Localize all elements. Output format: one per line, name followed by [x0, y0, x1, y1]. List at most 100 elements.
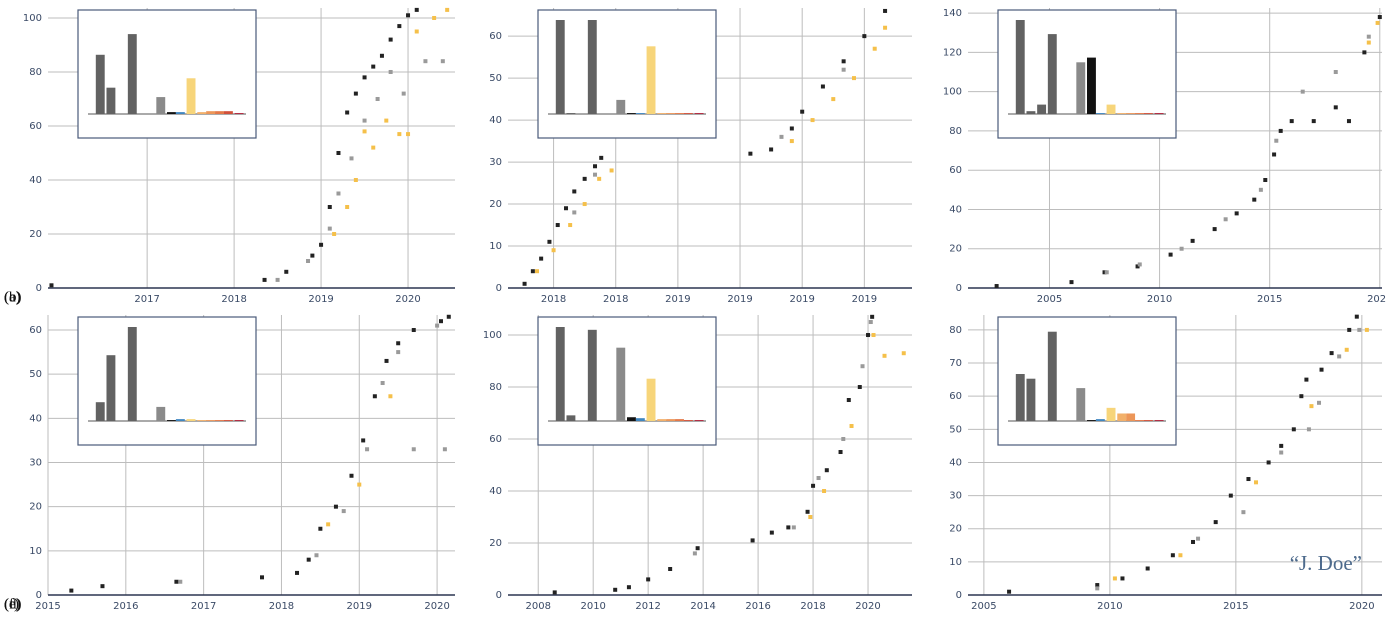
inset	[997, 9, 1177, 139]
point	[535, 269, 540, 274]
inset-bar	[167, 112, 176, 114]
point	[1213, 520, 1218, 525]
point	[779, 134, 784, 139]
y-tick-label: 20	[29, 502, 42, 513]
point	[1347, 327, 1352, 332]
point	[1254, 480, 1259, 485]
point	[1168, 252, 1173, 257]
point	[1279, 443, 1284, 448]
point	[1346, 119, 1351, 124]
inset-bar	[1135, 420, 1144, 421]
point	[1266, 460, 1271, 465]
y-tick-label: 30	[29, 458, 42, 469]
point	[1274, 138, 1279, 143]
point	[435, 323, 440, 328]
inset	[77, 316, 257, 446]
panel-label: (f)	[4, 596, 19, 612]
x-tick-label: 2010	[1097, 601, 1122, 612]
point	[1304, 377, 1309, 382]
y-tick-label: 140	[943, 8, 962, 19]
y-tick-label: 0	[956, 590, 962, 601]
point	[384, 118, 389, 123]
y-tick-label: 100	[483, 330, 502, 341]
point	[668, 567, 673, 572]
point	[318, 526, 323, 531]
y-tick-label: 20	[29, 229, 42, 240]
inset-bar	[675, 113, 684, 114]
y-tick-label: 10	[29, 546, 42, 557]
y-tick-label: 10	[489, 241, 502, 252]
point	[397, 132, 402, 137]
point	[1278, 128, 1283, 133]
point	[336, 150, 341, 155]
point	[816, 476, 821, 481]
inset-bar	[156, 97, 166, 114]
point	[695, 546, 700, 551]
point	[1258, 187, 1263, 192]
point	[597, 176, 602, 181]
y-tick-label: 100	[23, 13, 42, 24]
point	[442, 447, 447, 452]
point	[1362, 50, 1367, 55]
point	[870, 314, 875, 319]
point	[388, 37, 393, 42]
inset-bar	[1037, 104, 1047, 114]
point	[1300, 89, 1305, 94]
point	[1104, 270, 1109, 275]
inset-bar	[1087, 57, 1096, 114]
y-tick-label: 0	[36, 590, 42, 601]
point	[750, 538, 755, 543]
inset-bar	[1154, 113, 1164, 114]
y-tick-label: 80	[949, 126, 962, 137]
y-tick-label: 50	[489, 73, 502, 84]
point	[838, 450, 843, 455]
x-tick-label: 2019	[308, 294, 333, 305]
point	[414, 29, 419, 34]
inset-bar	[646, 378, 656, 421]
inset-bar	[223, 420, 233, 421]
inset-bar	[694, 420, 704, 421]
point	[438, 319, 443, 324]
point	[310, 253, 315, 258]
y-tick-label: 40	[949, 457, 962, 468]
point	[572, 189, 577, 194]
inset-bar	[234, 113, 244, 114]
point	[862, 34, 867, 39]
y-tick-label: 80	[29, 67, 42, 78]
point	[1329, 351, 1334, 356]
point	[849, 424, 854, 429]
point	[1333, 105, 1338, 110]
inset-bar	[1143, 420, 1153, 421]
point	[1179, 246, 1184, 251]
inset-bar	[106, 355, 116, 421]
point	[1190, 238, 1195, 243]
x-tick-label: 2018	[800, 601, 825, 612]
point	[379, 53, 384, 58]
inset-bar	[1047, 331, 1057, 421]
inset-bar	[186, 78, 196, 114]
panel-label: (e)	[4, 596, 21, 612]
panel-label: (d)	[4, 596, 22, 612]
point	[1135, 264, 1140, 269]
point	[284, 269, 289, 274]
inset-bar	[566, 415, 576, 421]
y-tick-label: 10	[949, 557, 962, 568]
point	[1311, 119, 1316, 124]
point	[306, 557, 311, 562]
point	[432, 15, 437, 20]
x-tick-label: 2019	[347, 601, 372, 612]
point	[1095, 583, 1100, 588]
inset-bar	[657, 113, 667, 114]
point	[866, 333, 871, 338]
annotation: “J. Doe”	[1290, 551, 1362, 575]
y-tick-label: 40	[29, 175, 42, 186]
point	[599, 155, 604, 160]
point	[446, 314, 451, 319]
inset-bar	[1117, 113, 1127, 114]
inset-bar	[1126, 413, 1136, 421]
inset-bar	[175, 112, 185, 114]
y-tick-label: 50	[949, 424, 962, 435]
point	[371, 64, 376, 69]
inset-bar	[127, 327, 137, 421]
y-tick-label: 100	[943, 87, 962, 98]
